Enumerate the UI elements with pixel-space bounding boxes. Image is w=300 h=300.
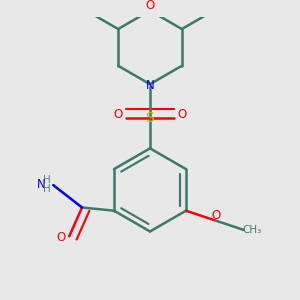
Text: O: O [57,231,66,244]
Text: O: O [212,209,221,222]
Text: N: N [146,79,154,92]
Text: H: H [43,175,51,185]
Text: N: N [37,178,46,191]
Text: S: S [146,111,154,125]
Text: O: O [113,108,123,121]
Text: O: O [146,0,154,12]
Text: CH₃: CH₃ [242,225,261,235]
Text: O: O [177,108,187,121]
Text: H: H [43,184,51,194]
